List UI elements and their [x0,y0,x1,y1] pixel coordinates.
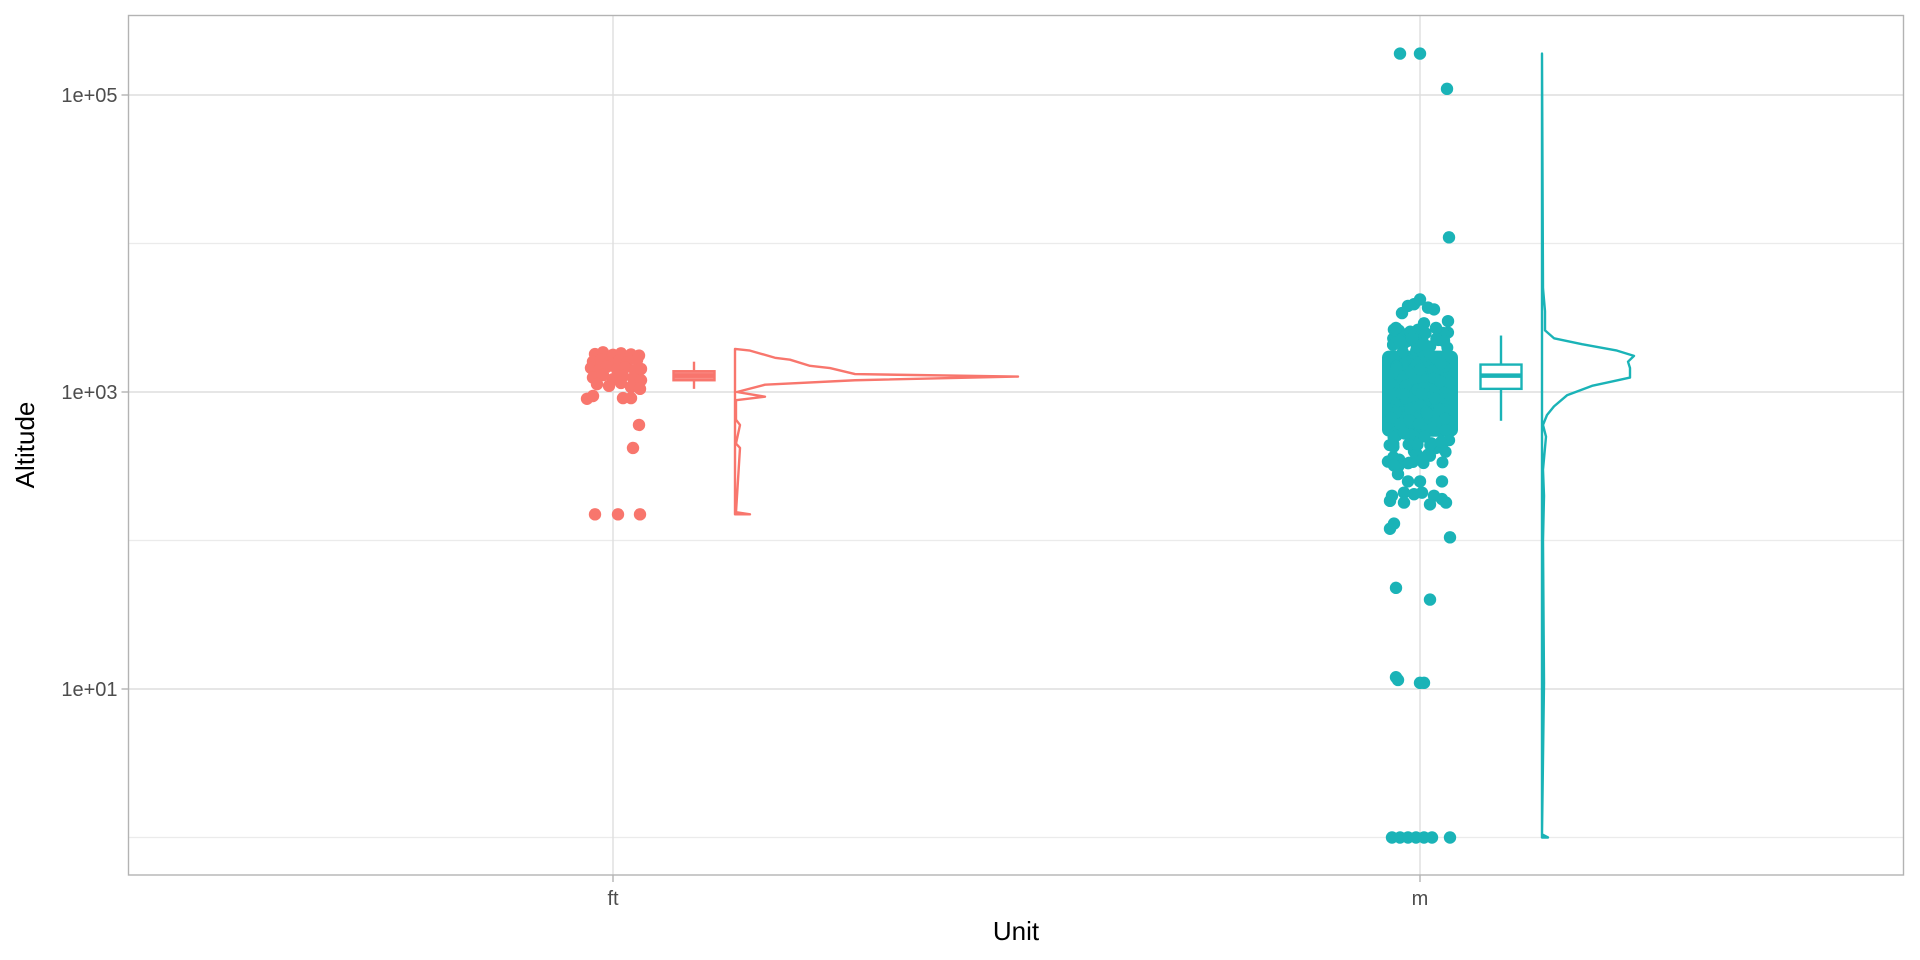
data-point [1436,456,1449,469]
plot-layer [580,47,1636,844]
x-axis: ft m [607,875,1428,910]
data-point [1434,357,1447,370]
data-point [1416,453,1429,466]
data-point [1418,430,1431,443]
data-point [1383,494,1397,508]
data-point [1439,445,1452,458]
minor-gridlines [128,242,1904,839]
data-point [590,377,604,391]
data-point [1443,376,1456,389]
data-point [1415,486,1429,499]
data-point [1440,82,1454,96]
data-point [1428,392,1441,405]
data-point [1397,486,1411,499]
data-point [633,382,647,396]
data-point [1395,306,1409,320]
panel-border [127,14,1905,876]
data-point [1383,522,1397,535]
data-point [1405,332,1419,345]
data-point [1389,321,1403,335]
data-point [1397,388,1410,401]
data-point [1427,303,1441,316]
data-point [1438,412,1451,425]
data-point [1441,314,1455,328]
data-point [1391,467,1405,481]
y-tick-label: 1e+03 [61,382,117,404]
data-point [1435,475,1449,488]
data-point [1387,440,1400,453]
data-point [1389,581,1403,595]
major-gridlines [128,15,1904,875]
data-point [1443,531,1457,544]
data-point [1396,345,1409,358]
data-point [1434,375,1447,388]
data-point [1443,831,1457,844]
data-point [614,376,628,390]
data-point [1415,387,1428,400]
data-point [1401,475,1415,488]
data-point [1391,673,1405,687]
data-point [626,441,640,455]
density-curve [733,347,1020,516]
data-point [1404,402,1417,415]
data-point [1413,47,1427,60]
x-axis-title: Unit [993,916,1040,946]
y-axis: 1e+05 1e+03 1e+01 [61,85,129,701]
data-point [1385,411,1398,424]
data-point [1417,676,1431,690]
x-tick-label-m: m [1412,888,1429,910]
data-point [596,368,610,382]
data-point [1417,337,1431,351]
y-axis-title: Altitude [10,402,40,489]
data-point [1413,363,1426,376]
data-point [1390,362,1403,375]
series-m [1381,47,1636,844]
data-point [1423,593,1437,606]
data-point [1403,414,1416,427]
data-point [1412,417,1425,430]
data-point [1429,321,1443,335]
data-point [611,508,625,521]
data-point [1397,496,1411,509]
data-point [1433,403,1446,416]
x-tick-label-ft: ft [607,888,619,910]
data-point [1442,231,1456,244]
data-point [1402,438,1415,451]
series-ft [580,346,1020,521]
data-point [1411,438,1424,451]
data-point [586,389,600,403]
data-point [588,508,602,521]
data-point [1439,423,1452,436]
data-point [632,418,646,432]
boxplot-fill [673,371,715,381]
data-point [1387,431,1400,444]
data-point [1417,317,1431,330]
data-point [1383,377,1396,390]
y-tick-label: 1e+05 [61,85,117,107]
data-point [633,508,647,521]
density-curve [1540,52,1636,839]
data-point [1424,421,1437,434]
data-point [1425,831,1439,844]
data-point [634,362,648,376]
data-point [1423,498,1437,511]
data-point [1437,334,1451,348]
data-point [1419,327,1432,340]
data-point [1421,407,1434,420]
data-point [1435,435,1448,448]
data-point [1393,47,1407,60]
data-point [1397,426,1410,439]
data-point [1413,293,1427,306]
data-point [624,391,638,405]
data-point [602,379,616,393]
data-point [1393,334,1407,348]
data-point [1439,496,1453,509]
y-tick-label: 1e+01 [61,679,117,701]
data-point [1413,475,1427,488]
